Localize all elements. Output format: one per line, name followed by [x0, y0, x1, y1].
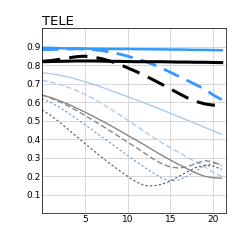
Text: TELE: TELE	[42, 15, 74, 28]
